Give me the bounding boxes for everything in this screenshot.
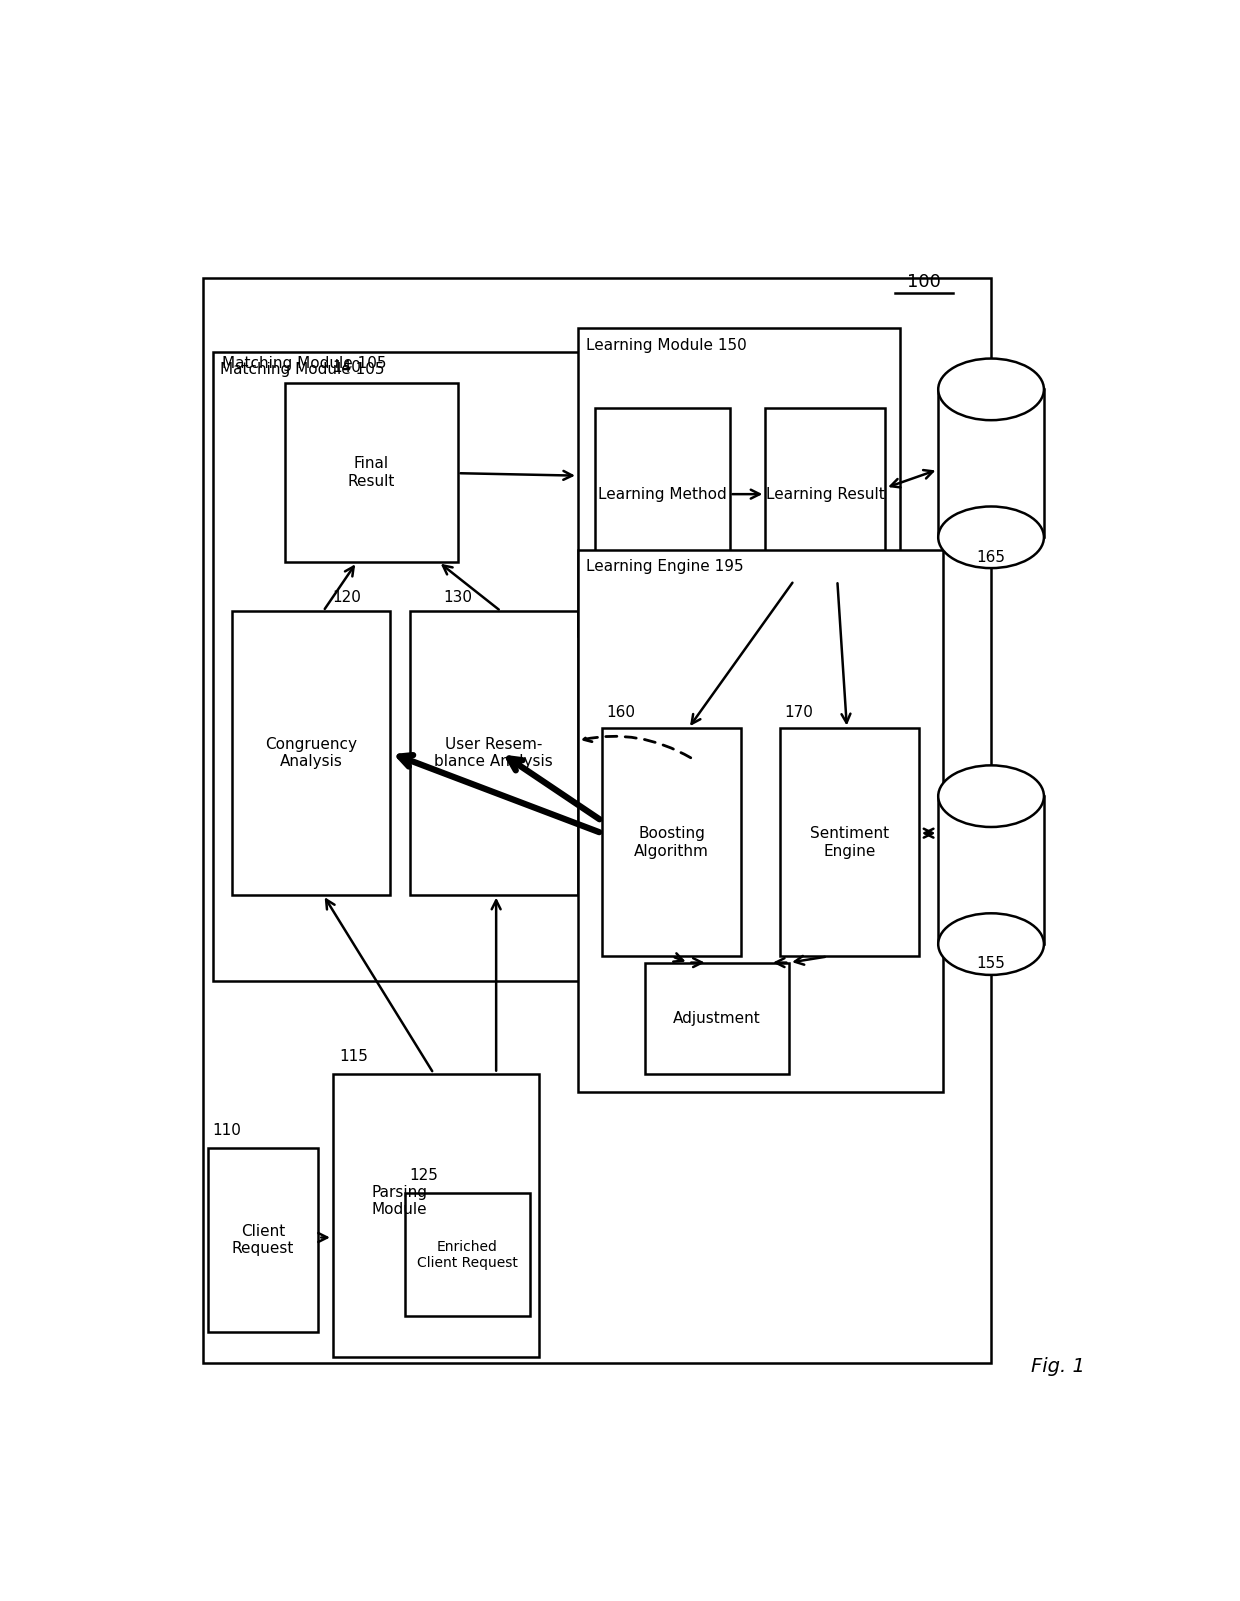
FancyBboxPatch shape [645,962,789,1074]
FancyBboxPatch shape [285,383,458,562]
Ellipse shape [939,765,1044,828]
Text: Sentiment
Engine: Sentiment Engine [810,826,889,858]
Text: 125: 125 [409,1169,439,1183]
Text: User Resem-
blance Analysis: User Resem- blance Analysis [434,736,553,768]
Text: Learning Module 150: Learning Module 150 [585,338,746,352]
Text: 155: 155 [977,956,1006,972]
Text: 170: 170 [785,704,813,720]
Text: Matching Module 105: Matching Module 105 [221,362,384,378]
FancyBboxPatch shape [409,612,578,895]
Text: Learning Result: Learning Result [766,487,884,501]
Text: Learning Engine 195: Learning Engine 195 [585,559,743,575]
Text: Enriched
Client Request: Enriched Client Request [417,1239,518,1270]
Text: 100: 100 [906,272,941,291]
Text: 115: 115 [340,1049,368,1063]
Text: Client
Request: Client Request [232,1223,294,1257]
Text: Learning Method: Learning Method [598,487,727,501]
FancyBboxPatch shape [578,328,900,636]
Text: 160: 160 [606,704,636,720]
Text: Boosting
Algorithm: Boosting Algorithm [634,826,709,858]
FancyBboxPatch shape [208,1148,319,1332]
Text: Fig. 1: Fig. 1 [1032,1356,1085,1375]
FancyBboxPatch shape [595,408,729,581]
Text: 110: 110 [213,1122,242,1138]
Ellipse shape [939,506,1044,568]
Text: 140: 140 [332,360,362,375]
FancyBboxPatch shape [213,352,635,981]
Text: Final
Result: Final Result [347,456,394,488]
Text: 120: 120 [332,591,362,605]
FancyBboxPatch shape [232,612,391,895]
Text: Adjustment: Adjustment [673,1010,761,1026]
Text: Parsing
Module: Parsing Module [371,1185,428,1217]
FancyBboxPatch shape [203,279,991,1364]
Ellipse shape [939,359,1044,419]
Text: Congruency
Analysis: Congruency Analysis [265,736,357,768]
Text: 165: 165 [977,549,1006,565]
FancyBboxPatch shape [404,1193,529,1316]
Polygon shape [939,389,1044,538]
FancyBboxPatch shape [332,1074,539,1358]
Ellipse shape [939,913,1044,975]
Text: Matching Module 105: Matching Module 105 [222,355,387,371]
FancyBboxPatch shape [578,549,944,1092]
FancyBboxPatch shape [765,408,885,581]
FancyBboxPatch shape [601,728,742,956]
FancyBboxPatch shape [780,728,919,956]
Text: 130: 130 [444,591,472,605]
Polygon shape [939,796,1044,945]
